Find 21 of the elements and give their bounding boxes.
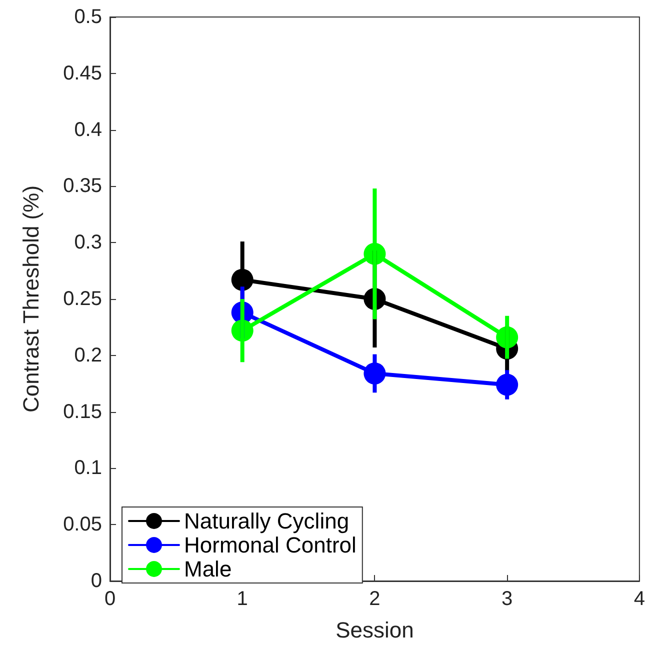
y-tick-label: 0.15 — [63, 400, 102, 423]
y-tick-label: 0.2 — [74, 344, 102, 366]
legend-label: Hormonal Control — [184, 532, 356, 558]
y-tick-label: 0.1 — [74, 457, 102, 480]
y-tick-label: 0.3 — [74, 232, 102, 254]
x-tick-label: 4 — [634, 588, 645, 610]
x-tick-label: 1 — [236, 588, 248, 610]
legend-label: Naturally Cycling — [184, 508, 350, 534]
y-tick-label: 0.5 — [74, 6, 102, 28]
y-tick-label: 0.4 — [74, 118, 102, 141]
y-tick-label: 0 — [90, 570, 102, 592]
legend-label: Male — [184, 556, 232, 582]
x-tick-label: 2 — [369, 588, 380, 610]
y-tick-label: 0.45 — [63, 62, 102, 84]
y-tick-label: 0.25 — [63, 288, 102, 310]
x-tick-label: 3 — [502, 588, 513, 610]
y-axis-title: Contrast Threshold (%) — [18, 185, 44, 413]
x-axis-title: Session — [336, 618, 414, 642]
y-tick-label: 0.05 — [63, 514, 102, 536]
y-tick-label: 0.35 — [63, 175, 102, 198]
x-tick-label: 0 — [104, 588, 116, 610]
